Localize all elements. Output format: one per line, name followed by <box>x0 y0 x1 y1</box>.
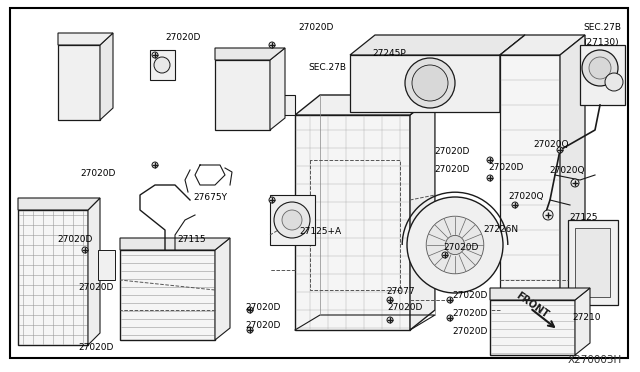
Circle shape <box>487 175 493 181</box>
Polygon shape <box>120 250 215 340</box>
Circle shape <box>269 42 275 48</box>
Text: 27020D: 27020D <box>78 343 113 352</box>
Polygon shape <box>500 55 560 310</box>
Circle shape <box>582 50 618 86</box>
Text: 27125+A: 27125+A <box>299 227 341 235</box>
Circle shape <box>445 235 465 254</box>
Polygon shape <box>58 33 113 45</box>
Polygon shape <box>215 238 230 340</box>
Polygon shape <box>270 195 315 245</box>
Circle shape <box>387 297 393 303</box>
Polygon shape <box>350 55 500 112</box>
Text: 27020D: 27020D <box>488 163 524 171</box>
Polygon shape <box>490 300 575 355</box>
Text: (27130): (27130) <box>583 38 619 46</box>
Polygon shape <box>410 95 435 330</box>
Text: 27020D: 27020D <box>165 32 200 42</box>
Polygon shape <box>98 250 115 280</box>
Circle shape <box>512 202 518 208</box>
Polygon shape <box>120 238 230 250</box>
Circle shape <box>571 179 579 187</box>
Circle shape <box>589 57 611 79</box>
Circle shape <box>152 52 158 58</box>
Polygon shape <box>295 115 410 330</box>
Circle shape <box>269 197 275 203</box>
Polygon shape <box>215 60 270 130</box>
Circle shape <box>442 252 448 258</box>
Text: 27020D: 27020D <box>452 292 488 301</box>
Circle shape <box>274 202 310 238</box>
Text: 27245P: 27245P <box>372 48 406 58</box>
Text: FRONT: FRONT <box>514 290 550 320</box>
Polygon shape <box>215 48 285 60</box>
Circle shape <box>543 210 553 220</box>
Circle shape <box>247 327 253 333</box>
Circle shape <box>557 147 563 153</box>
Circle shape <box>447 315 453 321</box>
Polygon shape <box>10 8 628 358</box>
Text: 27020Q: 27020Q <box>508 192 543 202</box>
Polygon shape <box>150 50 175 80</box>
Circle shape <box>387 317 393 323</box>
Text: 27020D: 27020D <box>245 304 280 312</box>
Circle shape <box>605 73 623 91</box>
Polygon shape <box>58 45 100 120</box>
Text: 27020D: 27020D <box>80 169 115 177</box>
Text: 27210: 27210 <box>572 312 600 321</box>
Text: 27020D: 27020D <box>452 310 488 318</box>
Circle shape <box>487 157 493 163</box>
Circle shape <box>407 197 503 293</box>
Polygon shape <box>490 288 590 300</box>
Polygon shape <box>270 95 295 115</box>
Circle shape <box>405 58 455 108</box>
Circle shape <box>282 210 302 230</box>
Text: 27020D: 27020D <box>452 327 488 337</box>
Polygon shape <box>18 198 100 210</box>
Polygon shape <box>500 35 525 112</box>
Text: 27020D: 27020D <box>245 321 280 330</box>
Text: 27020D: 27020D <box>78 282 113 292</box>
Text: 27020D: 27020D <box>298 23 333 32</box>
Polygon shape <box>580 45 625 105</box>
Text: 27226N: 27226N <box>483 225 518 234</box>
Polygon shape <box>500 35 585 55</box>
Text: 27125: 27125 <box>569 214 598 222</box>
Text: X270003H: X270003H <box>568 355 622 365</box>
Circle shape <box>154 57 170 73</box>
Polygon shape <box>18 210 88 345</box>
Polygon shape <box>568 220 618 305</box>
Text: 27020D: 27020D <box>387 302 422 311</box>
Polygon shape <box>270 48 285 130</box>
Polygon shape <box>100 33 113 120</box>
Circle shape <box>447 297 453 303</box>
Circle shape <box>426 216 484 274</box>
Text: 27675Y: 27675Y <box>193 192 227 202</box>
Text: 27020D: 27020D <box>443 244 478 253</box>
Polygon shape <box>560 35 585 310</box>
Polygon shape <box>575 288 590 355</box>
Polygon shape <box>295 95 435 115</box>
Circle shape <box>247 307 253 313</box>
Polygon shape <box>575 228 610 297</box>
Circle shape <box>412 65 448 101</box>
Text: SEC.27B: SEC.27B <box>583 23 621 32</box>
Text: 27115: 27115 <box>177 235 205 244</box>
Polygon shape <box>350 35 525 55</box>
Text: 27020Q: 27020Q <box>533 141 568 150</box>
Circle shape <box>82 247 88 253</box>
Text: SEC.27B: SEC.27B <box>308 64 346 73</box>
Text: 27020D: 27020D <box>434 148 469 157</box>
Polygon shape <box>88 198 100 345</box>
Text: 27020Q: 27020Q <box>549 167 584 176</box>
Circle shape <box>152 162 158 168</box>
Text: 27020D: 27020D <box>434 166 469 174</box>
Text: 27020D: 27020D <box>57 235 92 244</box>
Text: 27077: 27077 <box>386 286 415 295</box>
